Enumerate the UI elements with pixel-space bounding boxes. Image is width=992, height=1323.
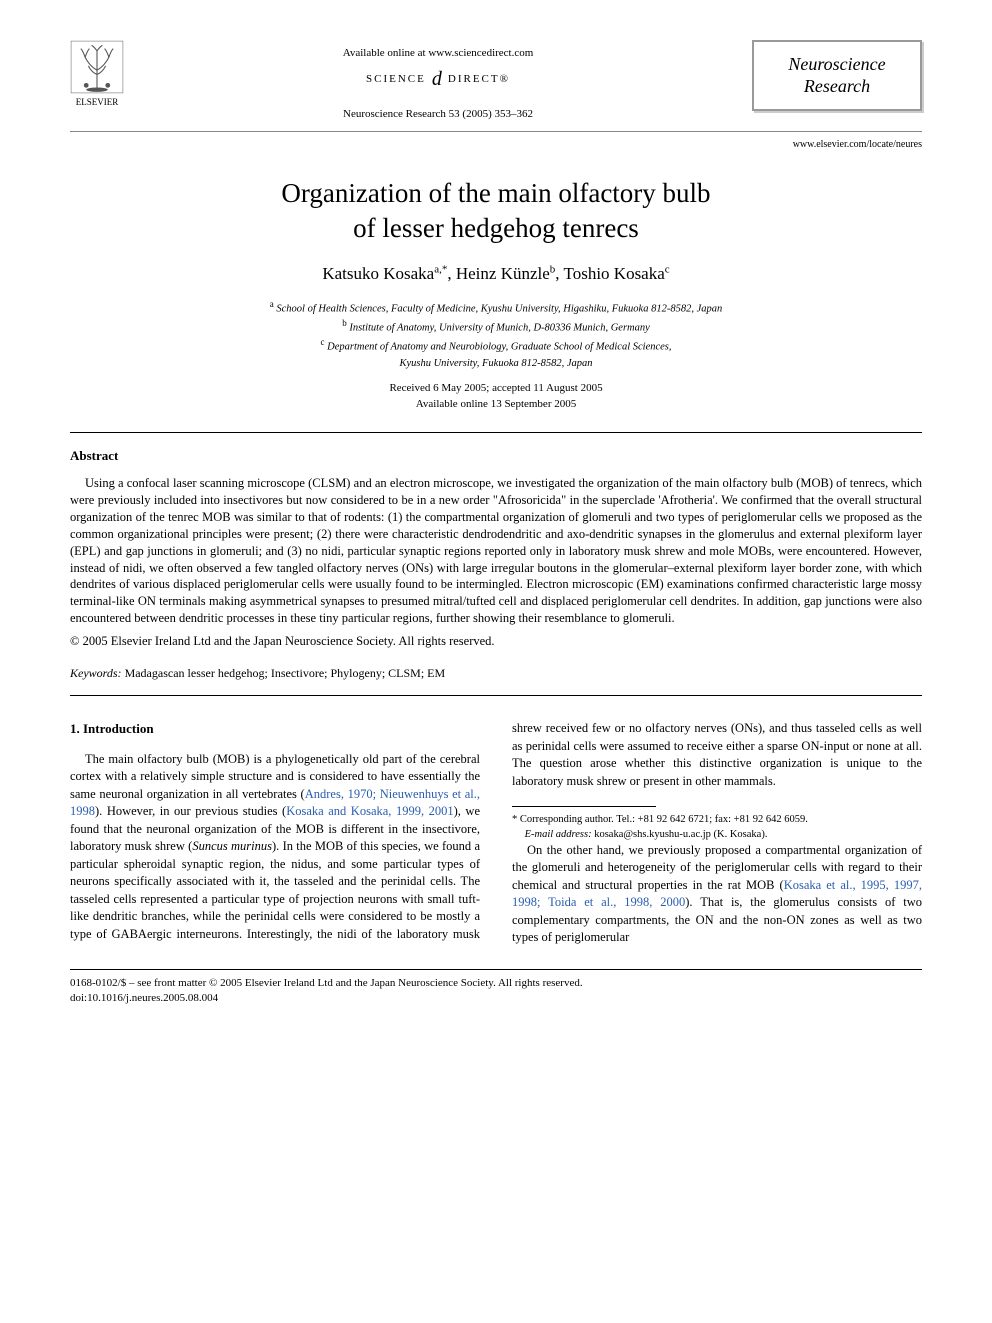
publisher-logo: ELSEVIER bbox=[70, 40, 124, 109]
author-2: Heinz Künzle bbox=[456, 264, 550, 283]
citation-line: Neuroscience Research 53 (2005) 353–362 bbox=[144, 107, 732, 122]
affiliation-b: Institute of Anatomy, University of Muni… bbox=[349, 323, 649, 334]
sciencedirect-d-icon: d bbox=[432, 65, 442, 93]
email-label: E-mail address: bbox=[525, 829, 592, 840]
rule-below-keywords bbox=[70, 695, 922, 696]
journal-brand-block: Neuroscience Research bbox=[752, 40, 922, 111]
footnote-block: * Corresponding author. Tel.: +81 92 642… bbox=[512, 806, 922, 841]
received-date: Received 6 May 2005; accepted 11 August … bbox=[389, 382, 602, 394]
corresponding-author-footnote: * Corresponding author. Tel.: +81 92 642… bbox=[512, 813, 922, 827]
affiliations: a School of Health Sciences, Faculty of … bbox=[70, 298, 922, 372]
journal-name-line1: Neuroscience bbox=[768, 54, 906, 76]
footnote-rule bbox=[512, 806, 656, 807]
species-italic: Suncus murinus bbox=[192, 839, 272, 853]
title-line2: of lesser hedgehog tenrecs bbox=[353, 213, 639, 243]
title-line1: Organization of the main olfactory bulb bbox=[281, 178, 710, 208]
affiliation-c-line1: Department of Anatomy and Neurobiology, … bbox=[327, 342, 671, 353]
introduction-heading: 1. Introduction bbox=[70, 720, 480, 738]
keywords-label: Keywords: bbox=[70, 666, 122, 680]
article-title: Organization of the main olfactory bulb … bbox=[70, 176, 922, 246]
header-center: Available online at www.sciencedirect.co… bbox=[124, 40, 752, 123]
journal-box: Neuroscience Research bbox=[752, 40, 922, 111]
abstract-body: Using a confocal laser scanning microsco… bbox=[70, 475, 922, 627]
publisher-name: ELSEVIER bbox=[76, 96, 119, 109]
available-online-text: Available online at www.sciencedirect.co… bbox=[144, 46, 732, 61]
affiliation-c-line2: Kyushu University, Fukuoka 812-8582, Jap… bbox=[399, 358, 592, 369]
elsevier-tree-icon bbox=[70, 40, 124, 94]
sciencedirect-brand: SCIENCE d DIRECT® bbox=[144, 65, 732, 93]
author-list: Katsuko Kosakaa,*, Heinz Künzleb, Toshio… bbox=[70, 262, 922, 286]
abstract-heading: Abstract bbox=[70, 447, 922, 465]
author-3-sup: c bbox=[665, 263, 670, 275]
intro-paragraph-2: On the other hand, we previously propose… bbox=[512, 842, 922, 947]
footer-line1: 0168-0102/$ – see front matter © 2005 El… bbox=[70, 976, 922, 991]
author-3: Toshio Kosaka bbox=[564, 264, 665, 283]
journal-name-line2: Research bbox=[768, 76, 906, 98]
keywords-line: Keywords: Madagascan lesser hedgehog; In… bbox=[70, 665, 922, 682]
ref-link-kosaka-1999[interactable]: Kosaka and Kosaka, 1999, 2001 bbox=[286, 804, 453, 818]
rule-above-abstract bbox=[70, 432, 922, 433]
online-date: Available online 13 September 2005 bbox=[416, 398, 576, 410]
sciencedirect-right: DIRECT® bbox=[448, 72, 510, 87]
author-1: Katsuko Kosaka bbox=[322, 264, 434, 283]
email-value[interactable]: kosaka@shs.kyushu-u.ac.jp (K. Kosaka). bbox=[594, 829, 767, 840]
page-footer: 0168-0102/$ – see front matter © 2005 El… bbox=[70, 969, 922, 1007]
sciencedirect-left: SCIENCE bbox=[366, 72, 426, 87]
author-2-sup: b bbox=[550, 263, 556, 275]
journal-url[interactable]: www.elsevier.com/locate/neures bbox=[70, 138, 922, 152]
footer-doi: doi:10.1016/j.neures.2005.08.004 bbox=[70, 991, 922, 1006]
email-footnote: E-mail address: kosaka@shs.kyushu-u.ac.j… bbox=[512, 828, 922, 842]
keywords-list: Madagascan lesser hedgehog; Insectivore;… bbox=[125, 666, 446, 680]
body-columns: 1. Introduction The main olfactory bulb … bbox=[70, 720, 922, 946]
p1-b: ). However, in our previous studies ( bbox=[95, 804, 286, 818]
abstract-copyright: © 2005 Elsevier Ireland Ltd and the Japa… bbox=[70, 633, 922, 651]
article-dates: Received 6 May 2005; accepted 11 August … bbox=[70, 381, 922, 412]
author-1-sup: a,* bbox=[434, 263, 447, 275]
affiliation-a: School of Health Sciences, Faculty of Me… bbox=[276, 303, 722, 314]
page-header: ELSEVIER Available online at www.science… bbox=[70, 40, 922, 132]
